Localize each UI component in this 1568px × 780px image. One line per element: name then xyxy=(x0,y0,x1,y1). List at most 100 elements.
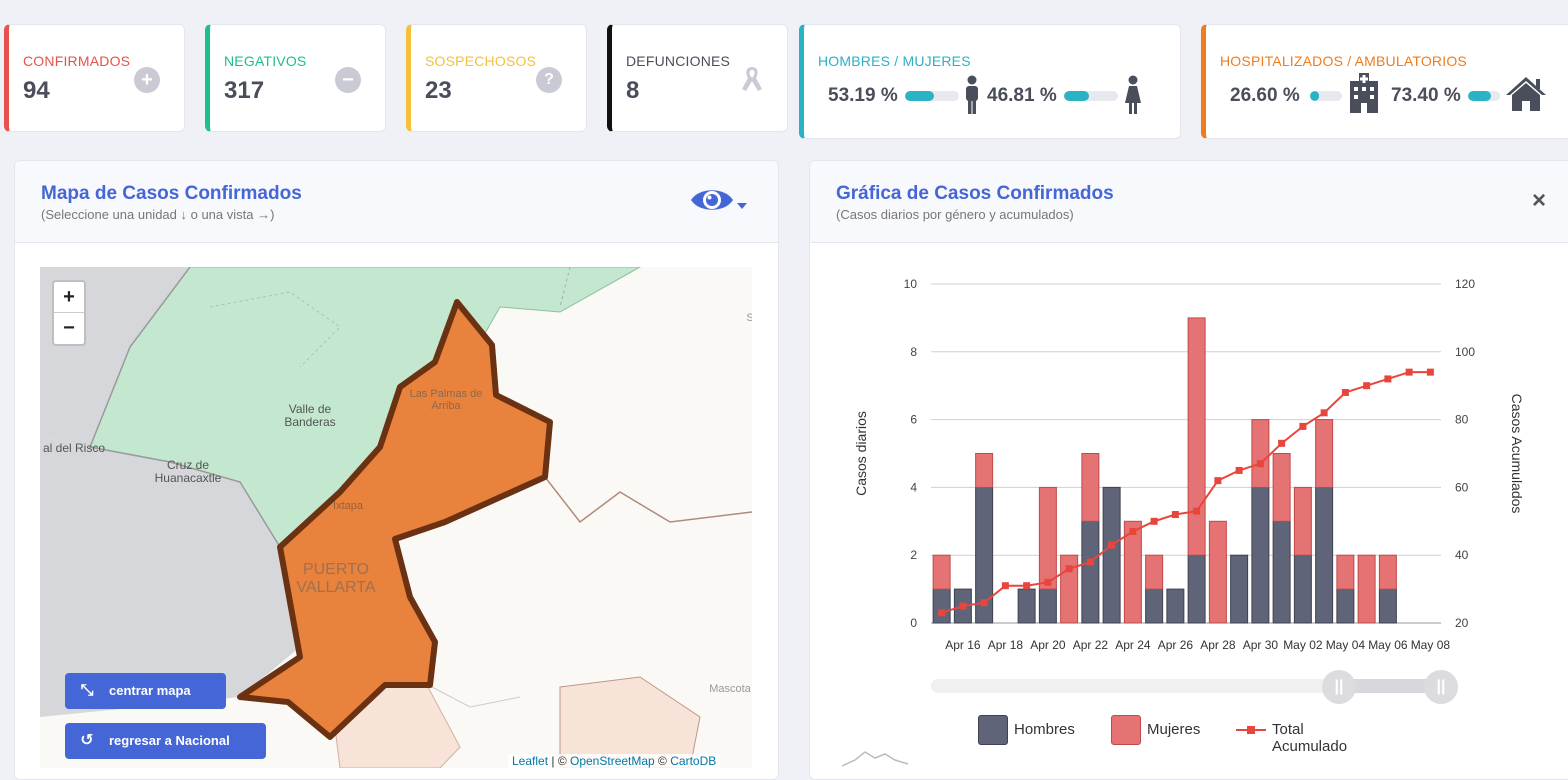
bar-mujeres xyxy=(1038,486,1057,590)
bar-mujeres xyxy=(1145,554,1164,590)
legend-swatch-mujeres xyxy=(1111,715,1141,745)
range-handle-right[interactable]: || xyxy=(1424,670,1458,704)
stat-label: HOSPITALIZADOS / AMBULATORIOS xyxy=(1220,53,1467,69)
bar-hombres xyxy=(1081,520,1100,624)
bar-hombres xyxy=(1315,486,1334,624)
point-total-acumulado xyxy=(1214,477,1222,485)
y2-tick-label: 40 xyxy=(1455,548,1469,562)
stat-label: CONFIRMADOS xyxy=(23,53,131,69)
point-total-acumulado xyxy=(1320,409,1328,417)
point-total-acumulado xyxy=(1193,507,1201,515)
bar-hombres xyxy=(1017,588,1036,624)
cartodb-link[interactable]: CartoDB xyxy=(670,754,717,768)
point-total-acumulado xyxy=(1256,460,1264,468)
point-total-acumulado xyxy=(959,602,967,610)
bar-hombres xyxy=(1038,588,1057,624)
bar-hombres xyxy=(1336,588,1355,624)
legend-label-total: Total Acumulado xyxy=(1272,721,1348,755)
bar-hombres xyxy=(1166,588,1185,624)
stat-value: 317 xyxy=(224,77,265,104)
bar-ambulatorios xyxy=(1468,91,1500,101)
point-total-acumulado xyxy=(1150,517,1158,525)
view-dropdown[interactable] xyxy=(689,183,749,219)
zoom-out-button[interactable]: − xyxy=(63,317,75,339)
stat-label: HOMBRES / MUJERES xyxy=(818,53,971,69)
map-label: PUERTO xyxy=(303,561,369,578)
pct-ambulatorios: 73.40 % xyxy=(1391,85,1461,106)
y-tick-label: 8 xyxy=(910,345,917,359)
compress-icon: ⤡ xyxy=(80,682,94,699)
x-tick-label: Apr 22 xyxy=(1073,638,1109,652)
map-attribution: Leaflet | © OpenStreetMap © CartoDB xyxy=(508,754,721,768)
bar-mujeres xyxy=(1315,419,1334,488)
x-tick-label: Apr 16 xyxy=(945,638,981,652)
bar-hombres xyxy=(1145,588,1164,624)
zoom-control: + − xyxy=(52,280,86,346)
question-circle-icon: ? xyxy=(536,67,562,93)
minus-circle-icon: − xyxy=(335,67,361,93)
chart-panel-subtitle: (Casos diarios por género y acumulados) xyxy=(836,207,1074,222)
point-total-acumulado xyxy=(1023,582,1031,590)
bar-mujeres xyxy=(975,453,994,488)
legend-label-mujeres: Mujeres xyxy=(1147,721,1201,738)
national-view-button[interactable]: ↺ regresar a Nacional xyxy=(65,723,266,759)
stat-value: 23 xyxy=(425,77,452,104)
range-slider[interactable] xyxy=(931,679,1441,693)
y-tick-label: 4 xyxy=(910,480,917,494)
map-label: Mascota xyxy=(709,683,751,695)
chart-panel-title: Gráfica de Casos Confirmados xyxy=(836,183,1114,204)
stat-sospechosos[interactable]: SOSPECHOSOS 23 ? xyxy=(406,24,587,132)
point-total-acumulado xyxy=(1278,439,1286,447)
x-tick-label: May 06 xyxy=(1368,638,1408,652)
bar-hombres xyxy=(1378,588,1397,624)
stat-hosp[interactable]: HOSPITALIZADOS / AMBULATORIOS 26.60 % 73… xyxy=(1201,24,1568,139)
bar-mujeres xyxy=(932,554,951,590)
zoom-in-button[interactable]: + xyxy=(54,282,84,313)
bar-mujeres xyxy=(1208,520,1227,624)
stat-defunciones[interactable]: DEFUNCIONES 8 xyxy=(607,24,788,132)
leaflet-link[interactable]: Leaflet xyxy=(512,754,549,768)
caret-down-icon xyxy=(737,203,747,209)
bar-mujeres xyxy=(1272,453,1291,522)
y2-axis-label: Casos Acumulados xyxy=(1509,394,1525,514)
map-label: Valle de xyxy=(289,402,332,416)
osm-link[interactable]: OpenStreetMap xyxy=(570,754,655,768)
point-total-acumulado xyxy=(1001,582,1009,590)
stat-genero[interactable]: HOMBRES / MUJERES 53.19 % 46.81 % xyxy=(799,24,1181,139)
y2-tick-label: 20 xyxy=(1455,616,1469,630)
y2-tick-label: 80 xyxy=(1455,413,1469,427)
hospital-icon xyxy=(1350,73,1378,113)
map-label: Huanacaxtle xyxy=(155,471,222,485)
female-icon xyxy=(1125,75,1141,114)
mini-chart-icon xyxy=(841,751,909,767)
bar-hombres-fill xyxy=(905,91,934,101)
point-total-acumulado xyxy=(1299,422,1307,430)
stat-negativos[interactable]: NEGATIVOS 317 − xyxy=(205,24,386,132)
x-tick-label: Apr 30 xyxy=(1243,638,1279,652)
bar-hombres xyxy=(1230,554,1249,624)
point-total-acumulado xyxy=(1044,578,1052,586)
map-canvas[interactable]: Valle de Banderas Las Palmas de Arriba a… xyxy=(40,267,752,768)
x-tick-label: Apr 26 xyxy=(1158,638,1194,652)
point-total-acumulado xyxy=(1235,466,1243,474)
bar-mujeres xyxy=(1251,419,1270,488)
map-label: Las Palmas de xyxy=(410,388,483,400)
bar-mujeres xyxy=(1293,486,1312,556)
x-tick-label: Apr 24 xyxy=(1115,638,1151,652)
stat-confirmados[interactable]: CONFIRMADOS 94 + xyxy=(4,24,185,132)
map-panel-subtitle: (Seleccione una unidad ↓ o una vista →) xyxy=(41,207,275,222)
y-tick-label: 6 xyxy=(910,413,917,427)
bar-mujeres xyxy=(1336,554,1355,590)
y2-tick-label: 60 xyxy=(1455,480,1469,494)
center-map-button[interactable]: ⤡ centrar mapa xyxy=(65,673,226,709)
point-total-acumulado xyxy=(1108,541,1116,549)
range-handle-left[interactable]: || xyxy=(1322,670,1356,704)
map-panel-title: Mapa de Casos Confirmados xyxy=(41,183,302,204)
point-total-acumulado xyxy=(938,609,946,617)
map-label: al del Risco xyxy=(43,441,105,455)
ribbon-icon xyxy=(742,67,762,91)
point-total-acumulado xyxy=(1363,382,1371,390)
point-total-acumulado xyxy=(1171,511,1179,519)
close-button[interactable]: × xyxy=(1532,187,1547,214)
stat-value: 8 xyxy=(626,77,640,104)
